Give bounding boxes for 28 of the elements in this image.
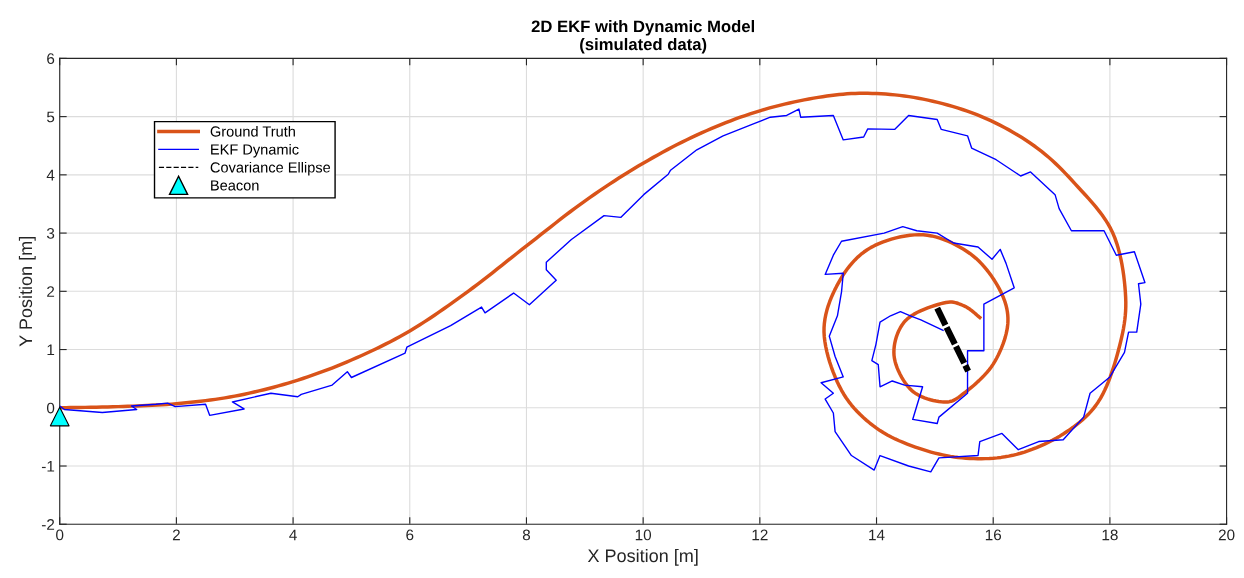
x-tick-label: 14 bbox=[869, 529, 885, 541]
chart-subtitle: (simulated data) bbox=[580, 37, 707, 54]
x-tick-label: 2 bbox=[172, 529, 180, 541]
y-tick-label: 2 bbox=[47, 286, 55, 297]
y-tick-label: 6 bbox=[47, 53, 55, 65]
y-tick-label: -1 bbox=[41, 461, 55, 472]
x-tick-label: 16 bbox=[985, 529, 1002, 541]
legend-label: EKF Dynamic bbox=[211, 143, 299, 158]
legend-label: Covariance Ellipse bbox=[210, 161, 331, 176]
x-tick-label: 4 bbox=[289, 529, 297, 541]
chart-title: 2D EKF with Dynamic Model bbox=[531, 20, 755, 36]
y-axis-title: Y Position [m] bbox=[18, 237, 36, 347]
x-tick-label: 20 bbox=[1218, 529, 1235, 541]
x-tick-label: 8 bbox=[522, 529, 531, 541]
legend-label: Beacon bbox=[211, 180, 259, 191]
legend-label: Ground Truth bbox=[210, 125, 295, 137]
y-tick-label: 5 bbox=[46, 111, 55, 123]
x-tick-label: 10 bbox=[635, 529, 652, 541]
x-axis-title: X Position [m] bbox=[587, 548, 698, 566]
y-tick-label: -2 bbox=[41, 519, 55, 530]
x-tick-label: 6 bbox=[406, 529, 414, 541]
y-tick-label: 3 bbox=[46, 227, 55, 239]
x-tick-label: 12 bbox=[752, 529, 768, 541]
x-tick-label: 18 bbox=[1102, 529, 1118, 541]
y-tick-label: 4 bbox=[46, 169, 55, 181]
y-tick-label: 1 bbox=[47, 344, 55, 356]
x-tick-label: 0 bbox=[56, 529, 64, 541]
y-tick-label: 0 bbox=[46, 402, 55, 414]
